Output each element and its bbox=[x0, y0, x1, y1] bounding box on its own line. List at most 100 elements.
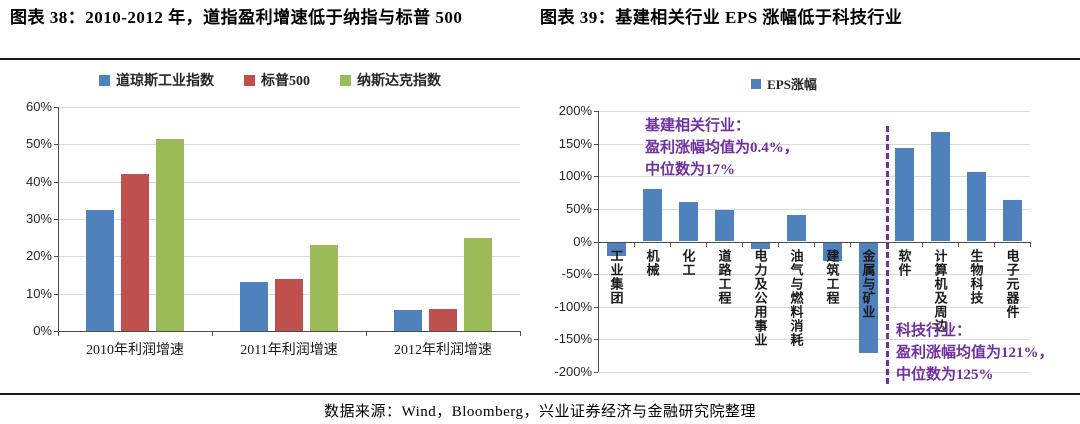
y-axis-tick-label: 20% bbox=[25, 248, 52, 264]
x-category-label-text: 软件 bbox=[896, 248, 912, 277]
legend-swatch-icon bbox=[99, 74, 110, 86]
x-category-label-text: 建筑工程 bbox=[824, 248, 840, 305]
legend-label: EPS涨幅 bbox=[767, 77, 817, 92]
bar-道路工程 bbox=[714, 210, 734, 242]
x-axis-tick bbox=[958, 241, 959, 247]
chart-index-profit-growth: 道琼斯工业指数 标普500 纳斯达克指数 0% 10% 20% 30% 40% 50% 60% 20… bbox=[0, 62, 540, 392]
x-axis-tick bbox=[670, 241, 671, 247]
legend-item-1: 标普500 bbox=[244, 70, 310, 90]
y-axis-tick bbox=[54, 293, 58, 295]
legend-label: 道琼斯工业指数 bbox=[116, 74, 214, 89]
bar-油气与燃料消耗 bbox=[786, 214, 806, 242]
y-axis-tick-label: 0% bbox=[573, 233, 592, 249]
bar-机械 bbox=[642, 189, 662, 242]
bar-2011年利润增速-标普500 bbox=[275, 278, 303, 331]
bar-2010年利润增速-纳斯达克指数 bbox=[156, 138, 184, 331]
x-category-label-text: 油气与燃料消耗 bbox=[788, 248, 804, 347]
x-axis-tick bbox=[814, 241, 815, 247]
y-axis-tick bbox=[54, 256, 58, 258]
gridline bbox=[598, 339, 1030, 341]
legend-item-2: 纳斯达克指数 bbox=[340, 70, 441, 90]
legend-item-0: 道琼斯工业指数 bbox=[99, 70, 214, 90]
x-axis-line bbox=[58, 331, 521, 332]
y-axis-tick bbox=[594, 372, 598, 373]
y-axis-tick bbox=[594, 306, 598, 308]
x-category-label-text: 工业集团 bbox=[608, 248, 624, 305]
x-category-label: 2011年利润增速 bbox=[240, 343, 338, 358]
gridline bbox=[58, 256, 520, 258]
y-axis-tick-label: 100% bbox=[558, 168, 592, 184]
x-axis-tick bbox=[58, 331, 59, 336]
y-axis-tick bbox=[594, 176, 598, 178]
x-category-label: 工业集团 bbox=[598, 249, 634, 374]
y-axis-tick bbox=[594, 339, 598, 341]
bar-化工 bbox=[678, 202, 698, 242]
chart-eps-growth-by-industry: EPS涨幅 -200% -150% -100% -50% 0% 50% 100% 150% 200… bbox=[540, 62, 1080, 392]
x-axis-tick bbox=[706, 241, 707, 247]
gridline bbox=[58, 144, 520, 146]
legend-item-0: EPS涨幅 bbox=[751, 74, 817, 93]
x-axis-tick bbox=[994, 241, 995, 247]
gridline bbox=[598, 176, 1030, 178]
x-axis-tick bbox=[366, 331, 367, 336]
x-axis-tick bbox=[634, 241, 635, 247]
bar-2010年利润增速-标普500 bbox=[121, 174, 149, 331]
x-category-label-text: 计算机及周边 bbox=[932, 248, 948, 333]
y-axis-tick-label: 60% bbox=[25, 99, 52, 114]
x-category-label-text: 电子元器件 bbox=[1004, 248, 1020, 319]
x-category-label: 电子元器件 bbox=[994, 249, 1030, 374]
bar-2011年利润增速-道琼斯工业指数 bbox=[240, 282, 268, 331]
gridline bbox=[598, 143, 1030, 145]
x-category-label-text: 生物科技 bbox=[968, 248, 984, 305]
annotation-line: 中位数为17% bbox=[645, 162, 736, 178]
bar-2012年利润增速-纳斯达克指数 bbox=[464, 237, 492, 331]
bar-工业集团 bbox=[606, 242, 626, 256]
x-category-label-text: 金属与矿业 bbox=[860, 248, 876, 319]
x-category-label: 计算机及周边 bbox=[922, 249, 958, 374]
legend-label: 纳斯达克指数 bbox=[357, 74, 441, 89]
legend: 道琼斯工业指数 标普500 纳斯达克指数 bbox=[0, 70, 540, 90]
x-category-label: 化工 bbox=[670, 249, 706, 374]
y-axis-tick bbox=[594, 241, 598, 243]
legend: EPS涨幅 bbox=[568, 74, 1000, 93]
data-source-note: 数据来源：Wind，Bloomberg，兴业证券经济与金融研究院整理 bbox=[0, 393, 1080, 424]
bar-2010年利润增速-道琼斯工业指数 bbox=[86, 209, 114, 331]
x-category-label: 道路工程 bbox=[706, 249, 742, 374]
x-category-label: 2010年利润增速 bbox=[86, 343, 184, 358]
bar-金属与矿业 bbox=[858, 242, 878, 354]
x-axis-tick bbox=[1030, 241, 1031, 247]
gridline bbox=[598, 208, 1030, 210]
figure-39-title: 图表 39：基建相关行业 EPS 涨幅低于科技行业 bbox=[540, 8, 903, 27]
x-axis-tick bbox=[922, 241, 923, 247]
y-axis-tick-label: 150% bbox=[558, 135, 592, 151]
x-category-label: 生物科技 bbox=[958, 249, 994, 374]
annotation-technology: 科技行业： 盈利涨幅均值为121%， 中位数为125% bbox=[896, 320, 1054, 386]
bar-2012年利润增速-标普500 bbox=[429, 308, 457, 331]
bar-电子元器件 bbox=[1002, 199, 1022, 242]
y-axis-tick bbox=[594, 143, 598, 145]
gridline bbox=[598, 306, 1030, 308]
x-category-label: 电力及公用事业 bbox=[742, 249, 778, 374]
y-axis-tick bbox=[54, 107, 58, 108]
gridline bbox=[58, 219, 520, 220]
legend-swatch-icon bbox=[244, 74, 255, 86]
legend-swatch-icon bbox=[340, 74, 351, 86]
bar-生物科技 bbox=[966, 171, 986, 242]
x-axis-tick bbox=[778, 241, 779, 247]
y-axis-tick-label: 10% bbox=[25, 285, 52, 301]
y-axis-line bbox=[58, 107, 59, 331]
y-axis-tick bbox=[54, 219, 58, 220]
figure-titles-header: 图表 38：2010-2012 年，道指盈利增速低于纳指与标普 500 图表 3… bbox=[0, 0, 1080, 60]
bar-建筑工程 bbox=[822, 242, 842, 261]
annotation-infrastructure: 基建相关行业： 盈利涨幅均值为0.4%， 中位数为17% bbox=[645, 115, 799, 181]
legend-swatch-icon bbox=[751, 78, 762, 89]
bar-计算机及周边 bbox=[930, 131, 950, 242]
y-axis-tick-label: -100% bbox=[554, 298, 592, 314]
y-axis-tick-label: 50% bbox=[25, 136, 52, 152]
y-axis-tick-label: 40% bbox=[25, 173, 52, 189]
x-category-label-text: 化工 bbox=[680, 248, 696, 277]
y-axis-tick-label: 0% bbox=[33, 323, 52, 338]
figure-38-title: 图表 38：2010-2012 年，道指盈利增速低于纳指与标普 500 bbox=[10, 8, 463, 27]
x-category-label: 油气与燃料消耗 bbox=[778, 249, 814, 374]
gridline bbox=[58, 181, 520, 183]
